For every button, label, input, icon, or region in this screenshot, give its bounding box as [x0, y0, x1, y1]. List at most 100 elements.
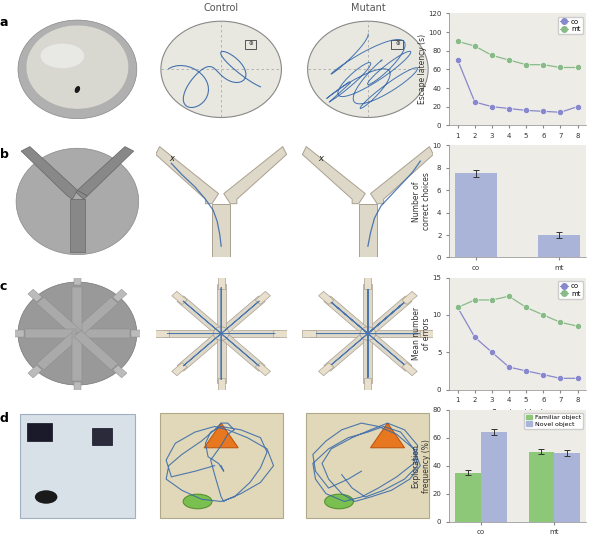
Polygon shape [212, 204, 230, 257]
Polygon shape [273, 331, 287, 337]
Polygon shape [218, 296, 265, 337]
Polygon shape [218, 331, 265, 371]
Circle shape [213, 327, 229, 340]
Text: c: c [0, 280, 7, 293]
Polygon shape [156, 147, 218, 204]
Legend: co, mt: co, mt [558, 17, 583, 34]
Polygon shape [217, 284, 226, 333]
Polygon shape [164, 330, 221, 338]
Ellipse shape [35, 490, 57, 504]
Bar [455, 472, 481, 522]
Text: x: x [169, 155, 174, 163]
Ellipse shape [74, 86, 80, 93]
Polygon shape [359, 204, 377, 257]
Polygon shape [217, 333, 226, 383]
Polygon shape [113, 289, 127, 302]
Text: ⊕: ⊕ [249, 41, 253, 46]
Bar [392, 40, 403, 49]
Polygon shape [37, 297, 81, 337]
Polygon shape [74, 331, 118, 370]
Ellipse shape [40, 43, 84, 68]
Polygon shape [37, 331, 81, 370]
Y-axis label: Mean number
of errors: Mean number of errors [412, 307, 431, 360]
Ellipse shape [26, 25, 129, 109]
Polygon shape [302, 147, 365, 204]
Polygon shape [28, 289, 42, 302]
Polygon shape [371, 423, 405, 448]
Bar [27, 423, 52, 441]
Polygon shape [74, 381, 81, 393]
Text: Control: Control [203, 3, 239, 13]
Polygon shape [177, 331, 224, 371]
Polygon shape [368, 330, 425, 338]
Polygon shape [73, 333, 82, 380]
Polygon shape [365, 296, 412, 337]
Polygon shape [224, 147, 287, 204]
Polygon shape [21, 147, 77, 199]
Ellipse shape [161, 21, 281, 118]
Ellipse shape [308, 21, 428, 118]
Polygon shape [77, 329, 130, 338]
Polygon shape [218, 277, 225, 289]
Polygon shape [218, 378, 225, 390]
Polygon shape [77, 147, 134, 196]
Text: x: x [318, 155, 323, 163]
Polygon shape [419, 331, 434, 337]
Polygon shape [364, 333, 372, 383]
Polygon shape [318, 363, 334, 376]
Y-axis label: Escape latency (s): Escape latency (s) [418, 34, 427, 104]
Polygon shape [204, 423, 238, 448]
Polygon shape [364, 378, 371, 390]
Text: b: b [0, 148, 9, 160]
Polygon shape [402, 363, 417, 376]
Polygon shape [255, 363, 271, 376]
Legend: Familiar object, Novel object: Familiar object, Novel object [524, 413, 583, 429]
Bar [245, 40, 256, 49]
Polygon shape [310, 330, 368, 338]
Text: d: d [0, 412, 9, 425]
Polygon shape [302, 331, 316, 337]
X-axis label: Session (day): Session (day) [492, 409, 543, 418]
Polygon shape [28, 365, 42, 378]
Text: a: a [0, 16, 8, 28]
Polygon shape [324, 296, 371, 337]
Ellipse shape [18, 282, 137, 385]
Polygon shape [365, 331, 412, 371]
Legend: co, mt: co, mt [558, 281, 583, 299]
Polygon shape [70, 199, 85, 252]
Ellipse shape [183, 494, 212, 509]
Polygon shape [172, 363, 187, 376]
Polygon shape [113, 365, 127, 378]
Polygon shape [402, 292, 417, 304]
Polygon shape [131, 330, 143, 337]
Polygon shape [155, 331, 170, 337]
Polygon shape [76, 190, 87, 199]
Bar [481, 432, 506, 522]
Text: ⊕: ⊕ [396, 41, 400, 46]
Polygon shape [73, 287, 82, 333]
Polygon shape [25, 329, 77, 338]
Bar [92, 427, 112, 446]
Polygon shape [221, 330, 279, 338]
Polygon shape [11, 330, 24, 337]
Polygon shape [324, 331, 371, 371]
X-axis label: Trial: Trial [509, 144, 525, 154]
Bar [528, 452, 554, 522]
Polygon shape [74, 297, 118, 337]
Y-axis label: Exploration
frequency (%): Exploration frequency (%) [412, 439, 431, 493]
Y-axis label: Number of
correct choices: Number of correct choices [412, 172, 431, 231]
Polygon shape [172, 292, 187, 304]
Polygon shape [74, 274, 81, 285]
Ellipse shape [18, 20, 137, 119]
Polygon shape [371, 147, 433, 204]
Polygon shape [364, 284, 372, 333]
Polygon shape [177, 296, 224, 337]
Text: Mutant: Mutant [350, 3, 385, 13]
Ellipse shape [325, 494, 353, 509]
Circle shape [360, 327, 376, 340]
Bar [554, 453, 580, 522]
Polygon shape [364, 277, 371, 289]
Bar [455, 173, 497, 257]
Bar [538, 235, 580, 257]
Polygon shape [318, 292, 334, 304]
